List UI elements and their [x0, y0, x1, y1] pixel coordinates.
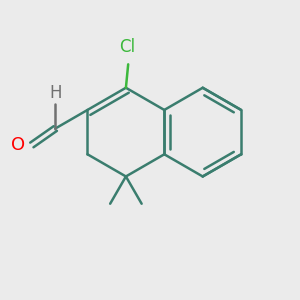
- Text: O: O: [11, 136, 25, 154]
- Text: Cl: Cl: [119, 38, 135, 56]
- Text: H: H: [49, 84, 61, 102]
